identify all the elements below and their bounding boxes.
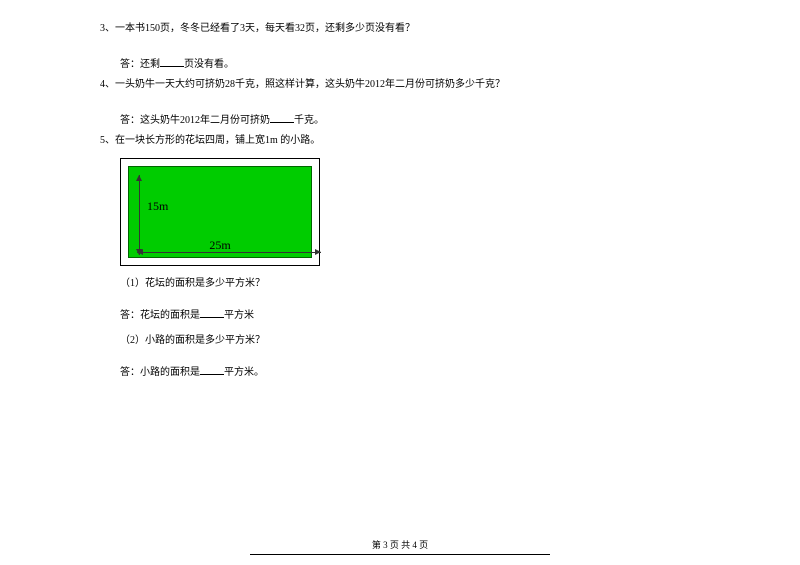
arrow-left-icon — [137, 249, 143, 255]
question-4: 4、一头奶牛一天大约可挤奶28千克，照这样计算，这头奶牛2012年二月份可挤奶多… — [100, 76, 700, 94]
q5s2-ans-suffix: 平方米。 — [224, 367, 264, 378]
q4-answer: 答：这头奶牛2012年二月份可挤奶 千克。 — [120, 112, 700, 130]
q3-text: 一本书150页，冬冬已经看了3天，每天看32页，还剩多少页没有看？ — [115, 23, 415, 34]
arrow-right-icon — [315, 249, 321, 255]
q4-ans-prefix: 答：这头奶牛2012年二月份可挤奶 — [120, 115, 270, 126]
q5-sub1: （1）花坛的面积是多少平方米？ — [120, 274, 700, 289]
page-content: 3、一本书150页，冬冬已经看了3天，每天看32页，还剩多少页没有看？ 答：还剩… — [0, 0, 800, 382]
question-3: 3、一本书150页，冬冬已经看了3天，每天看32页，还剩多少页没有看？ — [100, 20, 700, 38]
q3-answer: 答：还剩 页没有看。 — [120, 56, 700, 74]
footer-line — [250, 554, 550, 555]
q4-text: 一头奶牛一天大约可挤奶28千克，照这样计算，这头奶牛2012年二月份可挤奶多少千… — [115, 79, 505, 90]
arrow-up-icon — [136, 175, 142, 181]
vertical-dimension — [139, 175, 140, 255]
q5s1-ans-suffix: 平方米 — [224, 310, 254, 321]
q5-sub2-answer: 答：小路的面积是 平方米。 — [120, 364, 700, 382]
q5-num: 5、 — [100, 135, 115, 146]
q5-sub2: （2）小路的面积是多少平方米？ — [120, 331, 700, 346]
q5-sub1-answer: 答：花坛的面积是 平方米 — [120, 307, 700, 325]
question-5: 5、在一块长方形的花坛四周，铺上宽1m 的小路。 — [100, 132, 700, 150]
flowerbed-diagram: 15m 25m — [120, 158, 320, 266]
q4-num: 4、 — [100, 79, 115, 90]
q4-ans-suffix: 千克。 — [294, 115, 324, 126]
q3-ans-suffix: 页没有看。 — [184, 59, 234, 70]
page-footer: 第 3 页 共 4 页 — [0, 538, 800, 551]
q5s2-ans-prefix: 答：小路的面积是 — [120, 367, 200, 378]
v-dim-line — [139, 175, 140, 255]
q3-ans-prefix: 答：还剩 — [120, 59, 160, 70]
q3-blank — [160, 57, 184, 67]
q4-blank — [270, 113, 294, 123]
width-label: 25m — [209, 238, 230, 253]
inner-rectangle: 15m 25m — [128, 166, 312, 258]
height-label: 15m — [147, 199, 168, 214]
q5s2-blank — [200, 365, 224, 375]
q5s1-ans-prefix: 答：花坛的面积是 — [120, 310, 200, 321]
q5s1-blank — [200, 308, 224, 318]
q5-text: 在一块长方形的花坛四周，铺上宽1m 的小路。 — [115, 135, 320, 146]
q3-num: 3、 — [100, 23, 115, 34]
